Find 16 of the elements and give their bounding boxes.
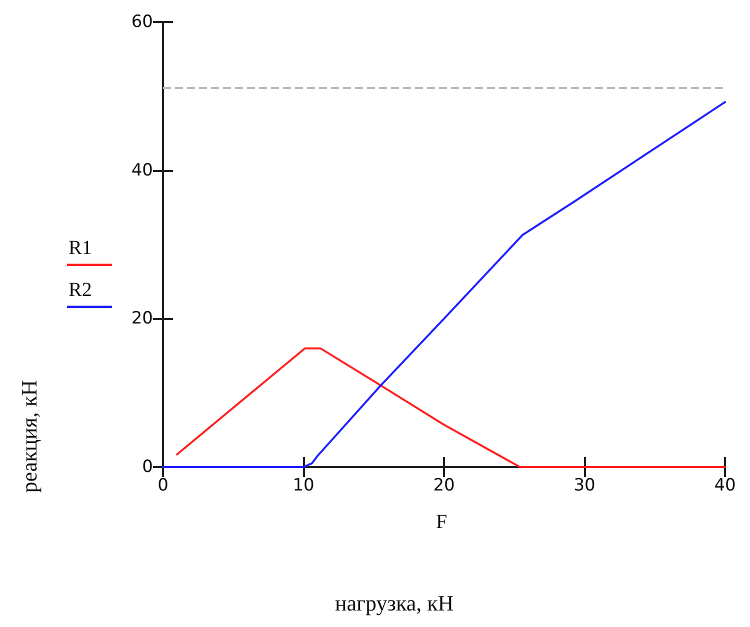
x-tick-label: 10 bbox=[292, 476, 314, 496]
x-tick-label: 30 bbox=[574, 476, 596, 496]
y-axis-title: реакция, кН bbox=[16, 380, 42, 493]
y-tick-label: 60 bbox=[131, 12, 153, 32]
x-axis-title: F bbox=[436, 511, 448, 533]
y-tick-label: 20 bbox=[131, 308, 153, 329]
y-tick-label: 40 bbox=[131, 160, 153, 180]
y-tick-label: 0 bbox=[142, 457, 153, 477]
x-tick-label: 40 bbox=[714, 476, 736, 496]
x-tick-label: 20 bbox=[433, 476, 455, 496]
x-tick-label: 0 bbox=[158, 476, 168, 496]
legend-label: R2 bbox=[68, 279, 92, 301]
line-series bbox=[162, 101, 726, 468]
line-series bbox=[176, 347, 726, 468]
text: нагрузка, кН bbox=[335, 590, 454, 616]
legend-label: R1 bbox=[68, 237, 92, 259]
